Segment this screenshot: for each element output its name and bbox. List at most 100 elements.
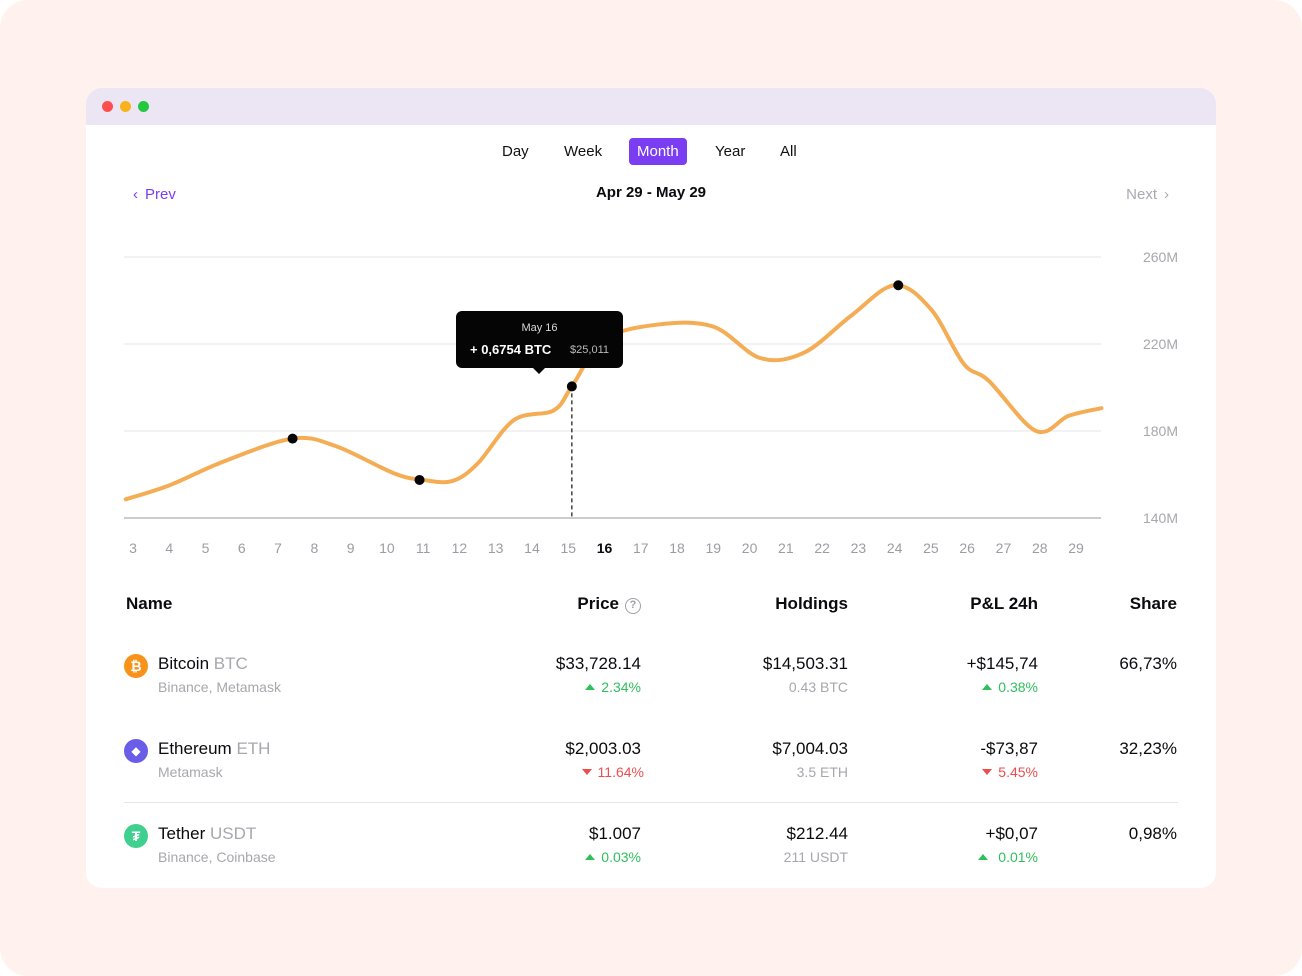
tether-icon: ₮ bbox=[124, 824, 148, 848]
x-tick-label: 28 bbox=[1032, 540, 1048, 556]
pnl-value: +$145,74 bbox=[966, 654, 1038, 673]
y-tick-label: 180M bbox=[1143, 423, 1178, 439]
chart-markers bbox=[287, 280, 904, 485]
data-point-marker bbox=[414, 474, 425, 485]
arrow-up-icon bbox=[585, 854, 596, 860]
x-tick-label: 18 bbox=[669, 540, 685, 556]
column-header-holdings[interactable]: Holdings bbox=[775, 594, 848, 613]
pnl-value: -$73,87 bbox=[980, 739, 1038, 758]
x-tick-label: 11 bbox=[416, 540, 431, 556]
date-range: Apr 29 - May 29 bbox=[595, 184, 707, 201]
tooltip-usd-value: $25,011 bbox=[570, 344, 609, 356]
x-tick-label: 26 bbox=[959, 540, 975, 556]
price-change: 2.34% bbox=[585, 679, 641, 695]
coin-sources: Binance, Metamask bbox=[158, 679, 281, 695]
period-tabs: Day Week Month Year All bbox=[86, 138, 1216, 166]
y-axis: 260M 220M 180M 140M bbox=[1143, 249, 1178, 526]
tab-year[interactable]: Year bbox=[715, 143, 746, 160]
price-change-value: 2.34% bbox=[601, 679, 641, 695]
data-point-marker bbox=[287, 433, 298, 444]
x-tick-label: 24 bbox=[887, 540, 903, 556]
table-row[interactable]: ₮ Tether USDT Binance, Coinbase $1.007 0… bbox=[86, 824, 1216, 884]
holdings-value: $7,004.03 bbox=[772, 739, 848, 758]
price-change-value: 0.03% bbox=[601, 849, 641, 865]
coin-name-text: Bitcoin bbox=[158, 654, 210, 673]
pnl-change: 0.01% bbox=[978, 849, 1038, 865]
holdings-value: $212.44 bbox=[786, 824, 848, 843]
x-tick-label: 29 bbox=[1068, 540, 1084, 556]
tooltip-amount: + 0,6754 BTC bbox=[470, 342, 552, 357]
price-header-label: Price bbox=[577, 594, 619, 613]
maximize-window-button[interactable] bbox=[138, 101, 149, 112]
minimize-window-button[interactable] bbox=[120, 101, 131, 112]
pnl-value: +$0,07 bbox=[985, 824, 1038, 843]
holdings-amount: 0.43 BTC bbox=[788, 679, 848, 695]
x-tick-label: 23 bbox=[851, 540, 867, 556]
tab-month[interactable]: Month bbox=[629, 138, 687, 165]
table-row[interactable]: ₿ Bitcoin BTC Binance, Metamask $33,728.… bbox=[86, 654, 1216, 714]
tab-all[interactable]: All bbox=[780, 143, 797, 160]
holdings-amount: 3.5 ETH bbox=[796, 764, 848, 780]
bitcoin-icon: ₿ bbox=[124, 654, 148, 678]
question-circle-icon[interactable]: ? bbox=[625, 598, 641, 614]
coin-ticker: BTC bbox=[213, 654, 248, 673]
column-header-pnl[interactable]: P&L 24h bbox=[970, 594, 1038, 613]
chart-tooltip: May 16 + 0,6754 BTC $25,011 bbox=[456, 311, 623, 374]
next-label: Next bbox=[1126, 186, 1157, 203]
tab-day[interactable]: Day bbox=[502, 143, 529, 160]
row-divider bbox=[124, 802, 1178, 803]
column-header-price[interactable]: Price? bbox=[577, 594, 641, 614]
x-tick-label: 5 bbox=[202, 540, 210, 556]
coin-ticker: ETH bbox=[236, 739, 271, 758]
price-change: 11.64% bbox=[581, 764, 644, 780]
window-titlebar bbox=[86, 88, 1216, 125]
coin-name: Bitcoin BTC bbox=[158, 654, 248, 674]
x-tick-label: 19 bbox=[706, 540, 722, 556]
price-value: $2,003.03 bbox=[565, 739, 641, 758]
y-tick-label: 140M bbox=[1143, 510, 1178, 526]
pnl-change: 0.38% bbox=[982, 679, 1038, 695]
chevron-left-icon: ‹ bbox=[133, 186, 138, 203]
x-tick-label: 16 bbox=[597, 540, 613, 556]
share-value: 32,23% bbox=[1119, 739, 1177, 758]
x-tick-label: 25 bbox=[923, 540, 939, 556]
app-window: Day Week Month Year All ‹ Prev Apr 29 - M… bbox=[86, 88, 1216, 888]
coin-name: Ethereum ETH bbox=[158, 739, 270, 759]
arrow-down-icon bbox=[982, 769, 993, 775]
x-tick-label: 9 bbox=[347, 540, 355, 556]
pnl-change: 5.45% bbox=[982, 764, 1038, 780]
coin-sources: Metamask bbox=[158, 764, 223, 780]
coin-name-text: Ethereum bbox=[158, 739, 232, 758]
x-tick-label: 22 bbox=[814, 540, 830, 556]
column-header-share[interactable]: Share bbox=[1129, 594, 1177, 613]
pnl-change-value: 0.38% bbox=[998, 679, 1038, 695]
close-window-button[interactable] bbox=[102, 101, 113, 112]
x-tick-label: 6 bbox=[238, 540, 246, 556]
x-tick-label: 7 bbox=[274, 540, 282, 556]
pnl-change-value: 5.45% bbox=[998, 764, 1038, 780]
x-tick-label: 10 bbox=[379, 540, 395, 556]
data-point-marker bbox=[566, 381, 577, 392]
arrow-up-icon bbox=[585, 684, 596, 690]
balance-line-chart: 260M 220M 180M 140M 3 4 5 6 7 8 9 10 11 12 13 14 15 16 17… bbox=[123, 249, 1178, 556]
coin-name: Tether USDT bbox=[158, 824, 256, 844]
x-tick-label: 21 bbox=[778, 540, 794, 556]
x-tick-label: 27 bbox=[996, 540, 1012, 556]
table-row[interactable]: ◆ Ethereum ETH Metamask $2,003.03 11.64%… bbox=[86, 739, 1216, 799]
chevron-right-icon: › bbox=[1164, 186, 1169, 203]
price-value: $1.007 bbox=[589, 824, 641, 843]
holdings-value: $14,503.31 bbox=[762, 654, 848, 673]
next-period-button[interactable]: Next › bbox=[1126, 186, 1169, 203]
tab-week[interactable]: Week bbox=[564, 143, 603, 160]
prev-period-button[interactable]: ‹ Prev bbox=[133, 186, 176, 203]
x-tick-label: 12 bbox=[452, 540, 468, 556]
x-tick-label: 3 bbox=[129, 540, 137, 556]
price-change-value: 11.64% bbox=[597, 764, 644, 780]
y-tick-label: 220M bbox=[1143, 336, 1178, 352]
column-header-name[interactable]: Name bbox=[126, 594, 173, 613]
price-value: $33,728.14 bbox=[555, 654, 641, 673]
coin-name-text: Tether bbox=[158, 824, 206, 843]
share-value: 66,73% bbox=[1119, 654, 1177, 673]
coin-sources: Binance, Coinbase bbox=[158, 849, 276, 865]
